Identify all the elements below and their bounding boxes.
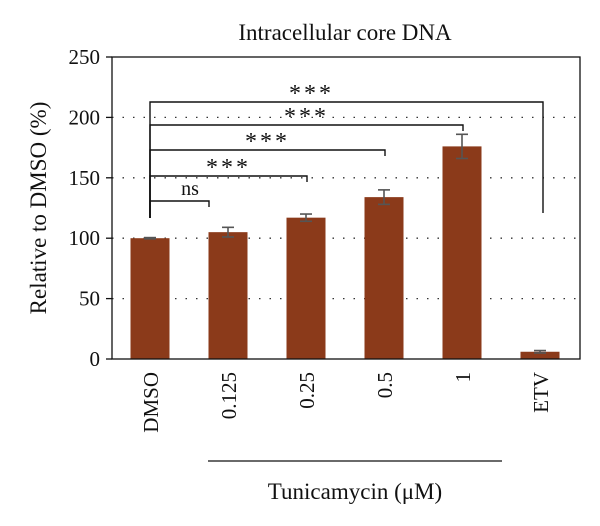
x-tick-label: 0.5 xyxy=(373,372,397,398)
comparison-bracket xyxy=(149,101,544,218)
significance-label: *** xyxy=(289,81,334,107)
y-tick-label: 250 xyxy=(69,45,101,69)
y-axis-label: Relative to DMSO (%) xyxy=(26,102,51,315)
bar xyxy=(286,217,326,359)
comparison-bracket xyxy=(149,200,210,218)
bar xyxy=(442,146,482,359)
x-tick-label: 0.25 xyxy=(295,372,319,409)
x-tick-label: 1 xyxy=(451,372,475,383)
bar xyxy=(520,351,560,359)
significance-label: *** xyxy=(206,155,251,181)
plot-frame xyxy=(111,56,581,360)
bars xyxy=(130,146,560,359)
x-axis-ticks: DMSO 0.125 0.25 0.5 1 ETV xyxy=(139,372,553,433)
x-tick-label: DMSO xyxy=(139,372,163,433)
bar xyxy=(364,197,404,359)
y-tick-label: 100 xyxy=(69,226,101,250)
y-axis-ticks: 0 50 100 150 200 250 xyxy=(69,45,112,371)
bar xyxy=(130,238,170,359)
significance-label: *** xyxy=(284,104,329,130)
comparison-bracket xyxy=(149,175,308,218)
x-axis-label: Tunicamycin (μM) xyxy=(268,479,442,504)
x-tick-label: ETV xyxy=(529,372,553,413)
significance-label: ns xyxy=(181,178,199,200)
y-tick-label: 50 xyxy=(79,287,100,311)
comparison-bracket xyxy=(149,124,464,218)
y-tick-label: 150 xyxy=(69,166,101,190)
significance-label: *** xyxy=(245,129,290,155)
y-tick-label: 200 xyxy=(69,105,101,129)
y-tick-label: 0 xyxy=(90,347,101,371)
significance-brackets: ns************ xyxy=(149,81,544,218)
gridlines xyxy=(112,116,580,300)
error-bars xyxy=(144,133,546,354)
chart-title: Intracellular core DNA xyxy=(238,20,452,45)
x-tick-label: 0.125 xyxy=(217,372,241,419)
bar xyxy=(208,232,248,359)
